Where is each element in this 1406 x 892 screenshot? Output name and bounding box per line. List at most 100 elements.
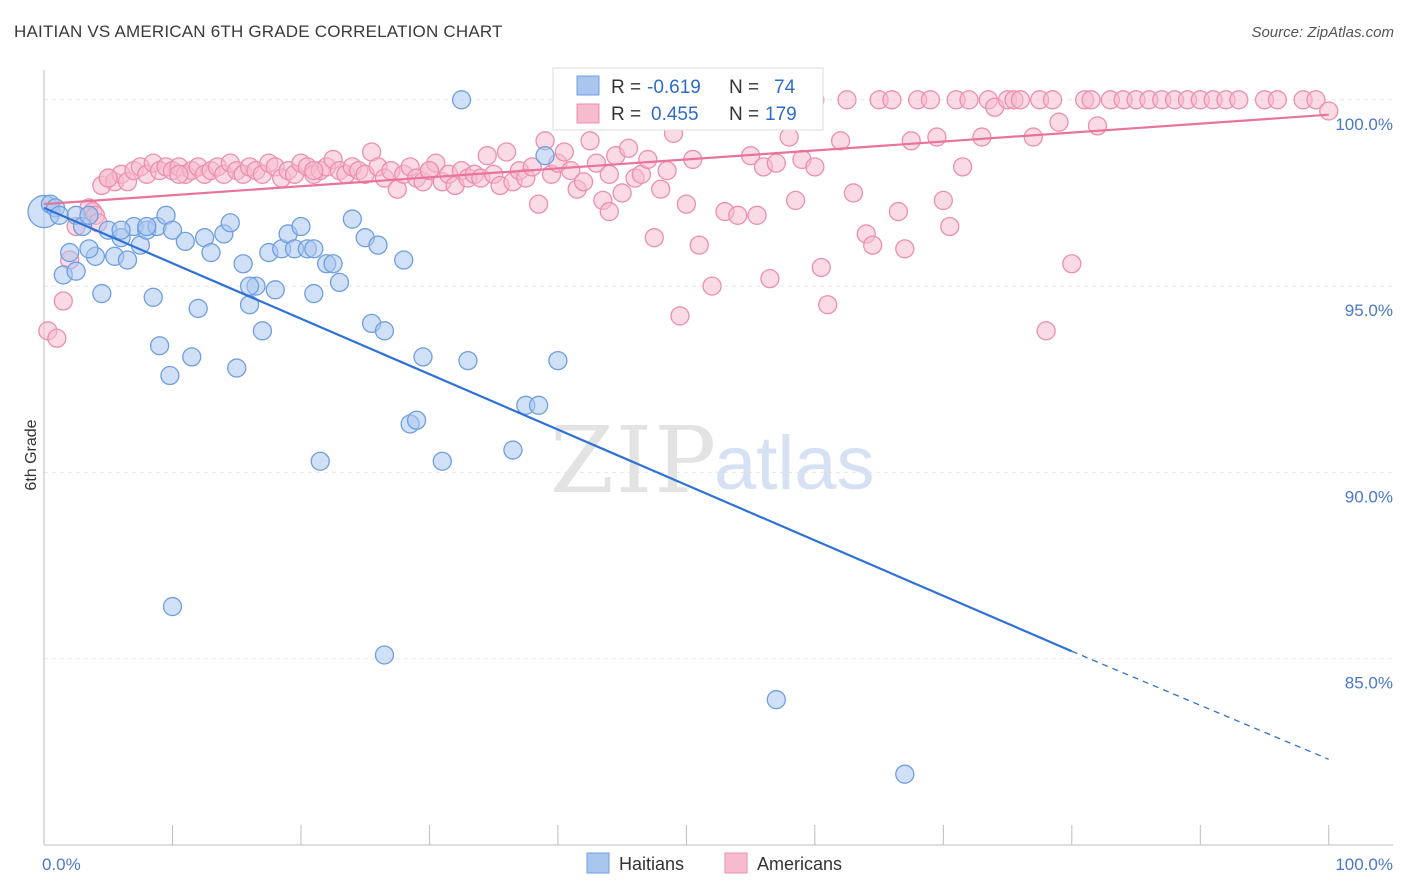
haitian-point (60, 242, 80, 263)
american-point (612, 183, 632, 203)
haitian-point (117, 250, 138, 270)
haitian-point (291, 216, 311, 237)
haitian-point (548, 350, 568, 371)
american-point (837, 90, 857, 110)
american-point (599, 164, 619, 184)
haitian-point (766, 690, 786, 710)
american-point (805, 157, 825, 177)
legend-r-label-blue: R = (611, 77, 641, 98)
american-point (785, 190, 806, 211)
haitian-point (304, 283, 324, 304)
american-point (676, 194, 697, 214)
american-point (760, 269, 780, 289)
haitian-point (79, 239, 99, 259)
american-point (580, 131, 600, 151)
haitian-point (323, 254, 343, 274)
american-point (779, 127, 799, 147)
haitian-point (374, 645, 395, 665)
american-point (959, 90, 979, 110)
x-tick-label-max: 100.0% (1335, 855, 1393, 874)
american-point (1306, 90, 1326, 110)
y-tick-label: 100.0% (1335, 115, 1393, 134)
series-legend: Haitians Americans (586, 852, 842, 874)
american-point (554, 142, 574, 162)
american-point (863, 235, 883, 255)
american-point (1023, 127, 1043, 147)
american-point (1081, 90, 1101, 110)
american-point (830, 131, 851, 151)
american-point (1049, 112, 1069, 132)
american-point (882, 90, 902, 110)
haitian-point (175, 231, 195, 252)
bottom-legend-label-americans: Americans (757, 854, 842, 874)
haitians-points (27, 90, 915, 784)
stats-legend: R = -0.619 N = 74 R = 0.455 N = 179 (552, 67, 824, 131)
haitian-point (220, 213, 240, 233)
haitian-point (503, 440, 523, 460)
source-label: Source: ZipAtlas.com (1251, 24, 1394, 41)
haitian-point (432, 451, 452, 471)
haitian-point (528, 395, 549, 415)
legend-swatch-blue (576, 75, 600, 96)
american-point (651, 179, 671, 199)
haitians-trend-line (43, 206, 1073, 653)
y-tick-labels: 85.0% 90.0% 95.0% 100.0% (1335, 115, 1393, 693)
american-point (586, 153, 607, 173)
legend-swatch-pink (576, 103, 600, 124)
haitian-point (160, 365, 180, 386)
legend-r-label-pink: R = (611, 104, 641, 125)
american-point (419, 160, 440, 181)
american-point (528, 194, 549, 214)
american-point (477, 146, 497, 166)
haitian-point (239, 276, 260, 296)
american-point (843, 183, 864, 203)
trend-lines (43, 113, 1330, 760)
american-point (1010, 90, 1031, 110)
haitian-point (406, 410, 427, 430)
haitian-point (265, 280, 285, 300)
haitian-point (342, 209, 362, 229)
american-point (169, 164, 189, 184)
americans-trend-line (43, 113, 1329, 206)
haitian-point (252, 321, 273, 341)
legend-n-value-blue: 74 (774, 77, 796, 98)
american-point (702, 276, 722, 296)
haitian-point (413, 347, 433, 367)
haitian-point (233, 254, 253, 274)
legend-n-label-pink: N = (729, 104, 759, 125)
haitian-point (137, 216, 157, 237)
american-point (1267, 90, 1288, 110)
haitian-point (188, 298, 208, 319)
haitian-point (143, 287, 163, 307)
haitian-point (310, 451, 330, 471)
y-tick-label: 90.0% (1345, 487, 1393, 506)
y-axis-title: 6th Grade (23, 419, 40, 490)
haitian-point (394, 250, 414, 270)
haitian-point (66, 261, 86, 281)
american-point (496, 142, 517, 162)
american-point (644, 228, 664, 248)
american-point (638, 149, 658, 170)
y-tick-label: 85.0% (1345, 674, 1393, 693)
american-point (952, 157, 973, 177)
haitian-point (535, 146, 555, 166)
legend-n-value-pink: 179 (765, 104, 797, 125)
haitian-point (111, 220, 131, 240)
american-point (618, 138, 639, 158)
bottom-legend-label-haitians: Haitians (619, 854, 684, 874)
watermark-atlas: atlas (714, 421, 875, 506)
american-point (53, 291, 73, 311)
haitian-point (451, 90, 472, 110)
x-tick-label-min: 0.0% (42, 855, 81, 874)
american-point (599, 201, 619, 222)
american-point (1042, 90, 1063, 110)
bottom-legend-swatch-haitians (586, 852, 610, 874)
haitian-point (329, 272, 350, 293)
american-point (573, 172, 594, 192)
american-point (304, 160, 324, 181)
haitian-point (304, 239, 324, 259)
y-tick-label: 95.0% (1345, 301, 1393, 320)
haitian-point (374, 321, 395, 341)
haitian-point (201, 242, 221, 263)
